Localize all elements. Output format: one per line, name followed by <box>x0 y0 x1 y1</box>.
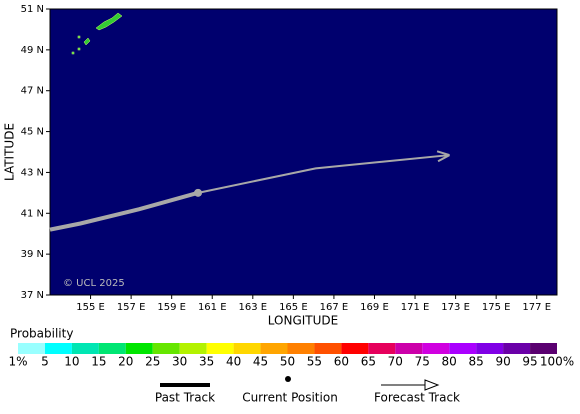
y-tick-label: 47 N <box>21 86 44 97</box>
legend-label: Forecast Track <box>374 391 460 405</box>
y-tick-label: 51 N <box>21 4 44 15</box>
colorbar-swatch <box>206 343 234 354</box>
colorbar-label: 75 <box>415 355 430 369</box>
colorbar-swatch <box>395 343 423 354</box>
colorbar-label: 50 <box>280 355 295 369</box>
map-area <box>49 8 558 296</box>
colorbar-label: 30 <box>172 355 187 369</box>
colorbar-swatch <box>152 343 180 354</box>
x-tick-label: 175 E <box>482 302 511 313</box>
colorbar-swatch <box>368 343 396 354</box>
colorbar-label: 95 <box>522 355 537 369</box>
x-tick-label: 177 E <box>522 302 551 313</box>
colorbar-label: 20 <box>118 355 133 369</box>
colorbar-swatch <box>314 343 342 354</box>
colorbar-swatch <box>449 343 477 354</box>
x-tick-label: 169 E <box>360 302 389 313</box>
colorbar-label: 70 <box>388 355 403 369</box>
y-tick-label: 37 N <box>21 290 44 301</box>
x-tick-label: 167 E <box>320 302 349 313</box>
x-tick-label: 155 E <box>76 302 105 313</box>
x-tick-label: 173 E <box>441 302 470 313</box>
colorbar-label: 60 <box>334 355 349 369</box>
colorbar-label: 90 <box>495 355 510 369</box>
legend-label: Current Position <box>242 391 338 405</box>
colorbar-label: 55 <box>307 355 322 369</box>
past-track <box>49 190 199 232</box>
forecast-track <box>197 154 450 194</box>
forecast-arrowhead <box>436 150 450 163</box>
colorbar-label: 35 <box>199 355 214 369</box>
colorbar-label: 10 <box>64 355 79 369</box>
colorbar-swatch <box>98 343 126 354</box>
colorbar-label: 80 <box>442 355 457 369</box>
colorbar-swatch <box>341 343 369 354</box>
colorbar-label: 15 <box>91 355 106 369</box>
legend-marker <box>285 376 291 382</box>
legend-label: Past Track <box>155 391 215 405</box>
y-tick-label: 49 N <box>21 45 44 56</box>
colorbar-swatch <box>422 343 450 354</box>
x-axis-label: LONGITUDE <box>268 314 338 328</box>
colorbar-swatch <box>125 343 153 354</box>
x-tick-label: 161 E <box>198 302 227 313</box>
y-axis-label: LATITUDE <box>3 123 17 181</box>
x-tick-label: 159 E <box>157 302 186 313</box>
colorbar-label: 45 <box>253 355 268 369</box>
colorbar-swatch <box>179 343 207 354</box>
y-tick-label: 45 N <box>21 127 44 138</box>
x-tick-label: 157 E <box>117 302 146 313</box>
legend-arrow <box>381 379 440 391</box>
colorbar-swatch <box>530 343 557 354</box>
x-tick-label: 165 E <box>279 302 308 313</box>
y-tick-label: 43 N <box>21 167 44 178</box>
colorbar-swatch <box>71 343 99 354</box>
current-position <box>194 188 203 197</box>
colorbar-label: 5 <box>41 355 49 369</box>
x-tick-label: 163 E <box>239 302 268 313</box>
colorbar-label: 25 <box>145 355 160 369</box>
colorbar-label: 1% <box>8 355 27 369</box>
colorbar-label: 100% <box>540 355 574 369</box>
colorbar-swatch <box>233 343 261 354</box>
copyright: © UCL 2025 <box>63 278 125 289</box>
colorbar-swatch <box>503 343 531 354</box>
colorbar-swatch <box>44 343 72 354</box>
y-tick-label: 41 N <box>21 208 44 219</box>
colorbar-title: Probability <box>10 327 73 341</box>
colorbar-label: 65 <box>361 355 376 369</box>
colorbar-swatch <box>18 343 45 354</box>
colorbar-swatch <box>287 343 315 354</box>
land <box>71 12 123 55</box>
colorbar-swatch <box>260 343 288 354</box>
y-tick-label: 39 N <box>21 249 44 260</box>
colorbar-swatch <box>476 343 504 354</box>
x-tick-label: 171 E <box>401 302 430 313</box>
colorbar-label: 40 <box>226 355 241 369</box>
colorbar-label: 85 <box>469 355 484 369</box>
